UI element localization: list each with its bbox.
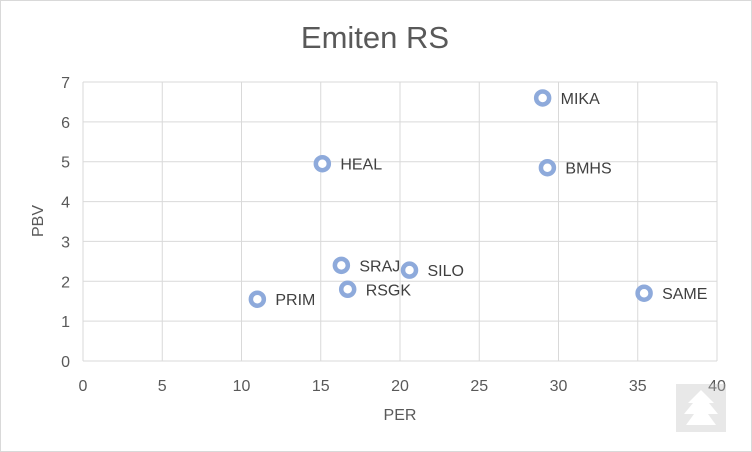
data-point-sraj: SRAJ	[332, 256, 400, 275]
point-label: PRIM	[275, 292, 315, 309]
y-tick-label: 1	[61, 314, 70, 331]
y-axis-label: PBV	[30, 205, 47, 237]
x-tick-label: 5	[158, 378, 167, 395]
data-point-silo: SILO	[400, 261, 464, 280]
point-label: SAME	[662, 286, 707, 303]
data-point-same: SAME	[635, 284, 707, 303]
x-tick-label: 30	[550, 378, 568, 395]
y-tick-label: 2	[61, 274, 70, 291]
data-point-rsgk: RSGK	[338, 280, 412, 299]
x-tick-label: 40	[708, 378, 726, 395]
x-axis-ticks: 0 5 10 15 20 25 30 35 40	[79, 378, 726, 395]
point-label: HEAL	[340, 157, 382, 174]
point-marker	[400, 261, 419, 279]
x-tick-label: 0	[79, 378, 88, 395]
point-marker	[538, 158, 557, 177]
y-axis-ticks: 0 1 2 3 4 5 6 7	[61, 75, 70, 371]
data-points: MIKA HEAL BMHS SRAJ SILO RSGK SAME PRIM	[248, 89, 707, 309]
point-marker	[248, 290, 267, 308]
point-marker	[338, 280, 357, 299]
point-label: BMHS	[565, 161, 611, 178]
point-label: RSGK	[366, 282, 412, 299]
y-tick-label: 7	[61, 75, 70, 92]
y-tick-label: 4	[61, 195, 70, 212]
y-tick-label: 0	[61, 354, 70, 371]
point-marker	[635, 284, 653, 302]
x-tick-label: 35	[629, 378, 647, 395]
x-tick-label: 15	[312, 378, 330, 395]
point-label: SILO	[428, 263, 464, 280]
point-marker	[332, 256, 351, 275]
data-point-prim: PRIM	[248, 290, 315, 309]
data-point-mika: MIKA	[533, 89, 600, 108]
data-point-heal: HEAL	[313, 154, 382, 174]
y-tick-label: 5	[61, 155, 70, 172]
watermark-logo	[676, 384, 726, 432]
chart-title: Emiten RS	[301, 20, 449, 55]
y-tick-label: 3	[61, 234, 70, 251]
y-tick-label: 6	[61, 115, 70, 132]
data-point-bmhs: BMHS	[538, 158, 612, 178]
grid	[82, 81, 718, 362]
x-tick-label: 10	[233, 378, 251, 395]
point-marker	[533, 89, 552, 107]
point-marker	[313, 154, 332, 173]
x-tick-label: 25	[470, 378, 488, 395]
point-label: SRAJ	[359, 258, 400, 275]
x-tick-label: 20	[391, 378, 409, 395]
x-axis-label: PER	[384, 407, 417, 424]
point-label: MIKA	[561, 91, 600, 108]
